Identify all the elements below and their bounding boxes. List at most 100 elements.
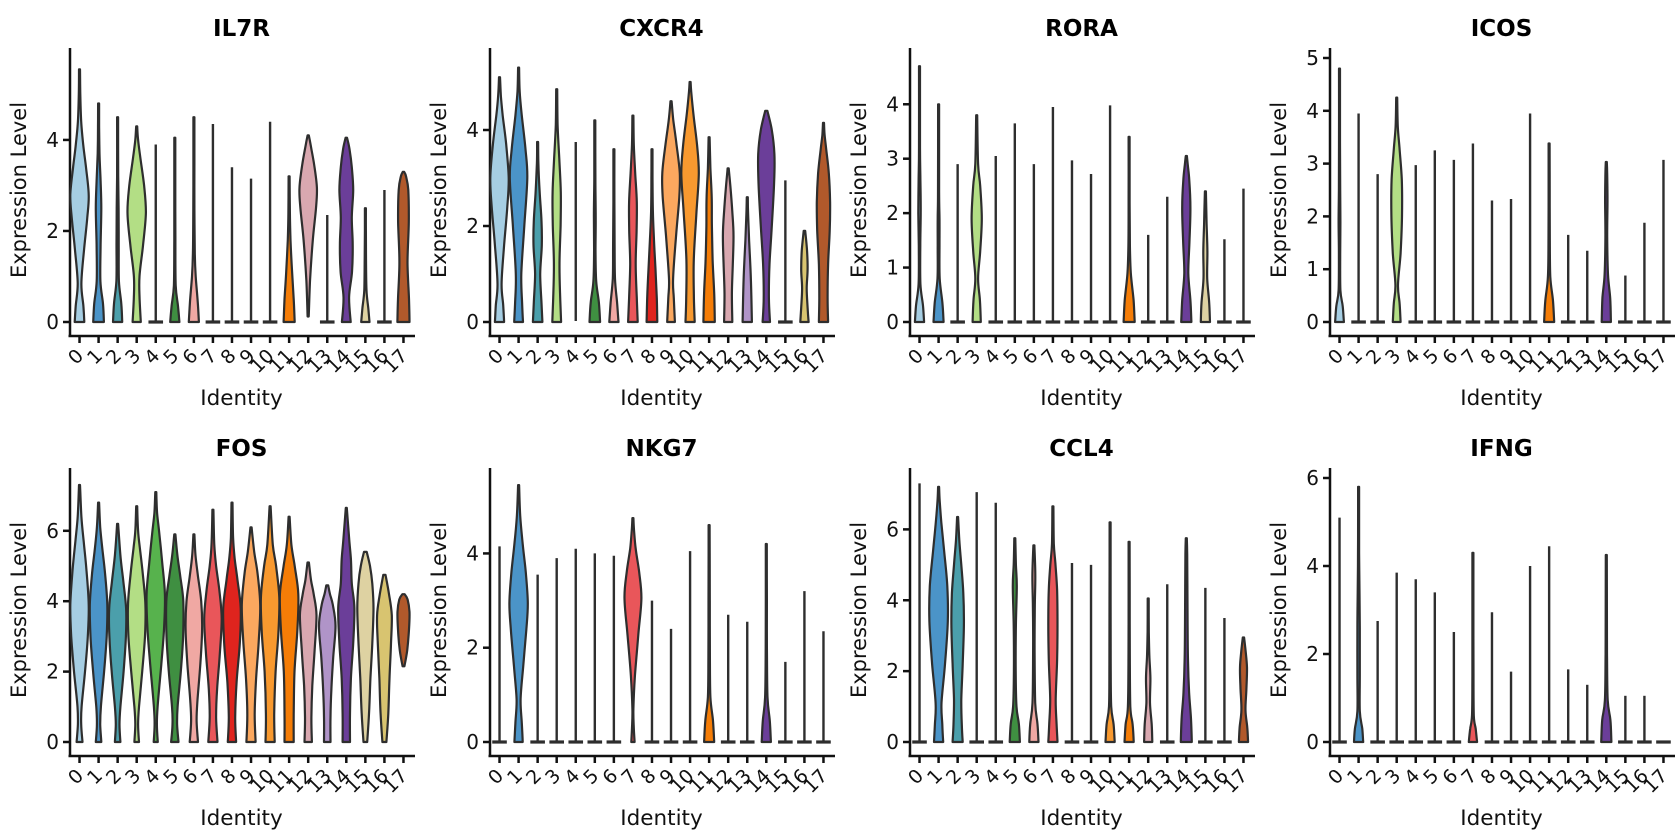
x-tick-label: 5 — [999, 345, 1023, 369]
violin-ICOS-3 — [1390, 96, 1404, 324]
x-tick-label: 2 — [1362, 765, 1386, 789]
x-tick-label: 7 — [197, 765, 221, 789]
x-tick-label: 2 — [522, 345, 546, 369]
violin-IL7R-6 — [187, 116, 200, 324]
violin-FOS-11 — [278, 515, 300, 744]
x-tick-label: 8 — [1476, 765, 1500, 789]
x-tick-label: 0 — [904, 765, 928, 789]
violin-ICOS-0 — [1334, 67, 1345, 324]
x-tick-label: 7 — [1457, 765, 1481, 789]
violin-NKG7-11 — [703, 524, 716, 744]
violin-CXCR4-11 — [702, 136, 716, 324]
violin-CCL4-14 — [1179, 537, 1193, 744]
panel-title: IFNG — [1470, 436, 1532, 462]
x-tick-label: 8 — [216, 345, 240, 369]
x-tick-label: 0 — [484, 765, 508, 789]
x-tick-label: 17 — [1639, 345, 1672, 378]
x-tick-label: 4 — [1400, 765, 1424, 789]
violin-CXCR4-16 — [799, 229, 810, 324]
x-axis-label: Identity — [620, 386, 703, 411]
x-axis-label: Identity — [1040, 386, 1123, 411]
y-axis-label: Expression Level — [1267, 102, 1291, 278]
y-tick-label: 4 — [1306, 99, 1319, 123]
x-tick-label: 5 — [1419, 765, 1443, 789]
x-tick-label: 2 — [102, 765, 126, 789]
y-tick-label: 2 — [886, 201, 899, 225]
x-tick-label: 3 — [121, 345, 145, 369]
violin-FOS-8 — [221, 501, 242, 744]
x-tick-label: 17 — [799, 765, 832, 798]
y-axis-label: Expression Level — [847, 102, 871, 278]
violin-NKG7-1 — [508, 484, 529, 744]
violin-CCL4-10 — [1104, 521, 1116, 744]
violin-CXCR4-8 — [645, 148, 659, 324]
violin-RORA-15 — [1199, 190, 1212, 324]
x-tick-label: 5 — [579, 345, 603, 369]
x-axis-label: Identity — [1460, 806, 1543, 831]
violin-FOS-9 — [240, 526, 262, 744]
y-tick-label: 2 — [466, 214, 479, 238]
x-tick-label: 7 — [617, 345, 641, 369]
x-tick-label: 5 — [999, 765, 1023, 789]
x-tick-label: 3 — [1381, 765, 1405, 789]
x-tick-label: 6 — [178, 765, 202, 789]
y-tick-label: 3 — [1306, 152, 1319, 176]
x-tick-label: 8 — [1056, 345, 1080, 369]
violin-CXCR4-10 — [680, 80, 700, 324]
violin-CXCR4-5 — [588, 119, 602, 324]
violin-IL7R-2 — [111, 116, 124, 324]
x-tick-label: 8 — [216, 765, 240, 789]
x-tick-label: 2 — [942, 765, 966, 789]
x-tick-label: 17 — [379, 765, 412, 798]
violin-FOS-7 — [203, 508, 223, 744]
violin-CXCR4-13 — [741, 196, 753, 324]
panel-title: CCL4 — [1049, 436, 1113, 462]
violin-CCL4-17 — [1237, 636, 1250, 744]
y-tick-label: 0 — [1306, 730, 1319, 754]
x-tick-label: 1 — [1343, 765, 1367, 789]
x-tick-label: 8 — [636, 765, 660, 789]
x-tick-label: 4 — [560, 345, 584, 369]
y-axis-label: Expression Level — [7, 102, 31, 278]
x-tick-label: 3 — [541, 345, 565, 369]
x-tick-label: 4 — [980, 345, 1004, 369]
y-tick-label: 0 — [46, 310, 59, 334]
violin-CCL4-6 — [1028, 544, 1040, 744]
panel-title: IL7R — [213, 16, 270, 42]
violin-FOS-13 — [317, 584, 337, 744]
violin-FOS-2 — [107, 522, 128, 744]
violin-CCL4-11 — [1123, 540, 1135, 744]
violin-IFNG-14 — [1600, 553, 1613, 744]
panel-ICOS: 01234501234567891011121314151617ICOSExpr… — [1267, 16, 1675, 411]
x-tick-label: 8 — [1476, 345, 1500, 369]
x-axis-label: Identity — [1040, 806, 1123, 831]
y-axis-label: Expression Level — [427, 102, 451, 278]
y-axis-label: Expression Level — [427, 522, 451, 698]
x-tick-label: 17 — [379, 345, 412, 378]
y-tick-label: 4 — [466, 118, 479, 142]
violin-ICOS-14 — [1600, 160, 1612, 324]
panel-NKG7: 02401234567891011121314151617NKG7Express… — [427, 436, 835, 831]
x-tick-label: 7 — [1037, 345, 1061, 369]
violin-IL7R-14 — [338, 136, 355, 324]
violin-IL7R-11 — [282, 175, 296, 324]
panel-title: CXCR4 — [619, 16, 703, 42]
x-tick-label: 3 — [961, 345, 985, 369]
x-tick-label: 1 — [83, 765, 107, 789]
y-tick-label: 2 — [1306, 642, 1319, 666]
violin-CCL4-12 — [1143, 597, 1154, 744]
y-axis-label: Expression Level — [847, 522, 871, 698]
violin-FOS-12 — [298, 561, 318, 744]
x-tick-label: 3 — [1381, 345, 1405, 369]
x-tick-label: 7 — [1457, 345, 1481, 369]
x-tick-label: 1 — [503, 345, 527, 369]
x-tick-label: 5 — [1419, 345, 1443, 369]
x-tick-label: 2 — [942, 345, 966, 369]
x-tick-label: 1 — [923, 765, 947, 789]
violin-IL7R-17 — [396, 170, 411, 324]
x-tick-label: 4 — [140, 765, 164, 789]
violin-CXCR4-2 — [531, 140, 544, 324]
violin-IL7R-1 — [92, 102, 105, 324]
y-axis-label: Expression Level — [1267, 522, 1291, 698]
y-tick-label: 4 — [886, 588, 899, 612]
